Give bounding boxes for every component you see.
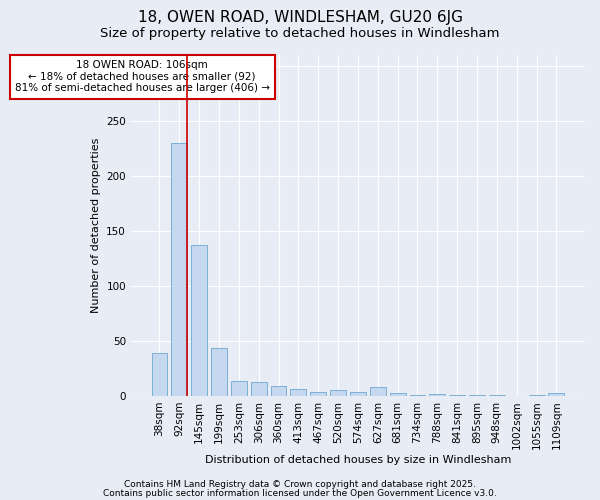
Bar	[489, 395, 505, 396]
Bar	[469, 395, 485, 396]
Bar	[529, 395, 545, 396]
X-axis label: Distribution of detached houses by size in Windlesham: Distribution of detached houses by size …	[205, 455, 511, 465]
Bar	[310, 392, 326, 396]
Bar	[370, 387, 386, 396]
Text: 18 OWEN ROAD: 106sqm
← 18% of detached houses are smaller (92)
81% of semi-detac: 18 OWEN ROAD: 106sqm ← 18% of detached h…	[15, 60, 270, 94]
Bar	[410, 395, 425, 396]
Text: Contains public sector information licensed under the Open Government Licence v3: Contains public sector information licen…	[103, 488, 497, 498]
Bar	[389, 392, 406, 396]
Bar	[231, 380, 247, 396]
Bar	[330, 390, 346, 396]
Bar	[271, 386, 286, 396]
Bar	[350, 392, 366, 396]
Y-axis label: Number of detached properties: Number of detached properties	[91, 138, 101, 313]
Bar	[548, 392, 565, 396]
Bar	[449, 395, 465, 396]
Bar	[211, 348, 227, 396]
Bar	[172, 143, 187, 396]
Bar	[290, 390, 307, 396]
Bar	[191, 246, 207, 396]
Text: Contains HM Land Registry data © Crown copyright and database right 2025.: Contains HM Land Registry data © Crown c…	[124, 480, 476, 489]
Text: 18, OWEN ROAD, WINDLESHAM, GU20 6JG: 18, OWEN ROAD, WINDLESHAM, GU20 6JG	[137, 10, 463, 25]
Bar	[251, 382, 266, 396]
Bar	[152, 353, 167, 396]
Bar	[430, 394, 445, 396]
Text: Size of property relative to detached houses in Windlesham: Size of property relative to detached ho…	[100, 28, 500, 40]
